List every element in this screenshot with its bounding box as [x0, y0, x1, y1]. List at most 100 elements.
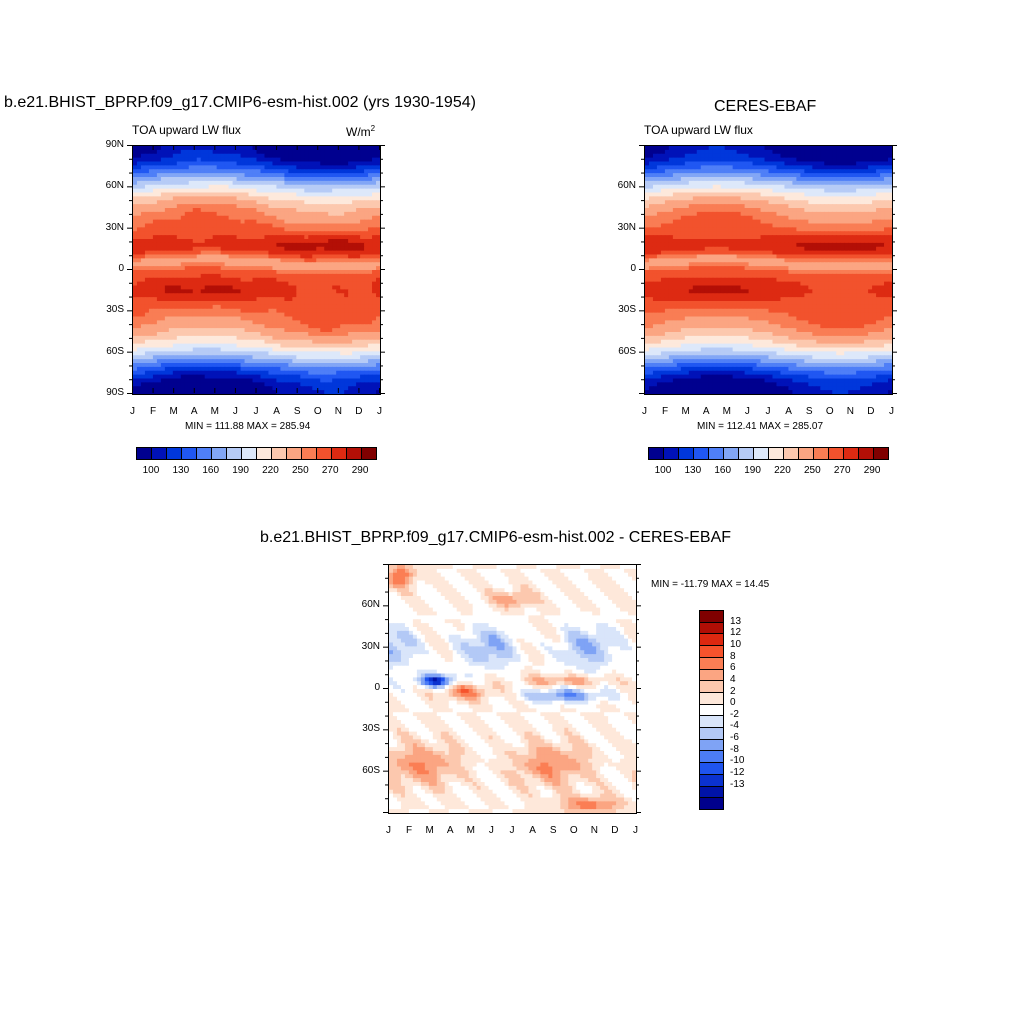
contour-cell [844, 153, 849, 159]
contour-cell [652, 161, 658, 166]
contour-cell [268, 227, 274, 232]
contour-cell [300, 273, 305, 279]
contour-cell [304, 370, 309, 376]
contour-cell [188, 169, 194, 174]
contour-cell [252, 188, 258, 194]
contour-cell [292, 316, 297, 321]
contour-cell [164, 184, 170, 190]
contour-cell [160, 204, 166, 209]
contour-cell [328, 250, 333, 256]
contour-cell [136, 343, 142, 349]
contour-cell [156, 227, 162, 232]
contour-cell [232, 293, 238, 298]
contour-cell [364, 208, 369, 213]
contour-cell [344, 320, 349, 325]
contour-cell [816, 146, 821, 151]
contour-cell [296, 165, 301, 170]
contour-cell [340, 378, 345, 383]
contour-cell [792, 161, 797, 166]
contour-cell [824, 184, 829, 190]
contour-cell [256, 157, 262, 163]
contour-cell [356, 262, 361, 267]
contour-cell [272, 351, 278, 356]
contour-cell [144, 165, 150, 170]
contour-cell [280, 161, 285, 166]
contour-cell [276, 308, 281, 314]
contour-cell [160, 281, 166, 287]
contour-cell [336, 281, 341, 287]
contour-cell [144, 382, 150, 387]
contour-cell [208, 312, 214, 318]
contour-cell [316, 285, 321, 290]
contour-cell [324, 161, 329, 166]
contour-cell [352, 239, 357, 244]
contour-cell [300, 219, 305, 225]
contour-cell [272, 316, 278, 321]
contour-cell [340, 169, 345, 174]
contour-cell [220, 196, 226, 201]
contour-cell [140, 173, 146, 178]
contour-cell [196, 285, 202, 290]
contour-cell [172, 378, 178, 383]
contour-cell [348, 316, 353, 321]
contour-cell [300, 266, 305, 271]
contour-cell [292, 196, 297, 201]
contour-cell [240, 270, 246, 275]
contour-cell [332, 223, 337, 228]
contour-cell [160, 223, 166, 228]
contour-cell [196, 215, 202, 221]
contour-cell [660, 165, 666, 170]
contour-cell [856, 157, 861, 163]
contour-cell [276, 386, 281, 391]
contour-cell [224, 390, 230, 394]
contour-cell [196, 355, 202, 360]
contour-cell [244, 149, 250, 155]
contour-cell [300, 355, 305, 360]
contour-cell [368, 180, 373, 186]
contour-cell [736, 180, 742, 186]
contour-cell [252, 208, 258, 213]
contour-cell [168, 254, 174, 259]
contour-cell [224, 215, 230, 221]
contour-cell [772, 169, 778, 174]
contour-cell [816, 188, 821, 194]
contour-cell [316, 231, 321, 236]
contour-cell [204, 242, 210, 248]
contour-cell [288, 149, 293, 155]
contour-cell [248, 386, 254, 391]
contour-cell [140, 277, 146, 283]
contour-cell [344, 223, 349, 228]
contour-cell [308, 266, 313, 271]
contour-cell [352, 289, 357, 294]
contour-cell [344, 204, 349, 209]
contour-cell [188, 200, 194, 205]
contour-cell [240, 359, 246, 364]
contour-cell [296, 262, 301, 267]
contour-cell [312, 146, 317, 151]
contour-cell [156, 370, 162, 376]
contour-cell [884, 173, 889, 178]
contour-cell [728, 157, 734, 163]
contour-cell [692, 192, 698, 197]
contour-cell [332, 332, 337, 337]
contour-cell [264, 215, 270, 221]
contour-cell [888, 165, 892, 170]
contour-cell [212, 297, 218, 302]
contour-cell [812, 192, 817, 197]
contour-cell [688, 146, 694, 151]
contour-cell [236, 258, 242, 263]
contour-cell [332, 211, 337, 217]
contour-cell [160, 312, 166, 318]
contour-cell [820, 177, 825, 182]
contour-cell [352, 246, 357, 252]
contour-cell [168, 363, 174, 368]
contour-cell [292, 347, 297, 352]
contour-cell [296, 242, 301, 248]
contour-cell [264, 188, 270, 194]
contour-cell [144, 208, 150, 213]
contour-cell [232, 366, 238, 372]
contour-cell [344, 301, 349, 306]
contour-cell [316, 339, 321, 345]
contour-cell [140, 239, 146, 244]
contour-cell [876, 165, 881, 170]
